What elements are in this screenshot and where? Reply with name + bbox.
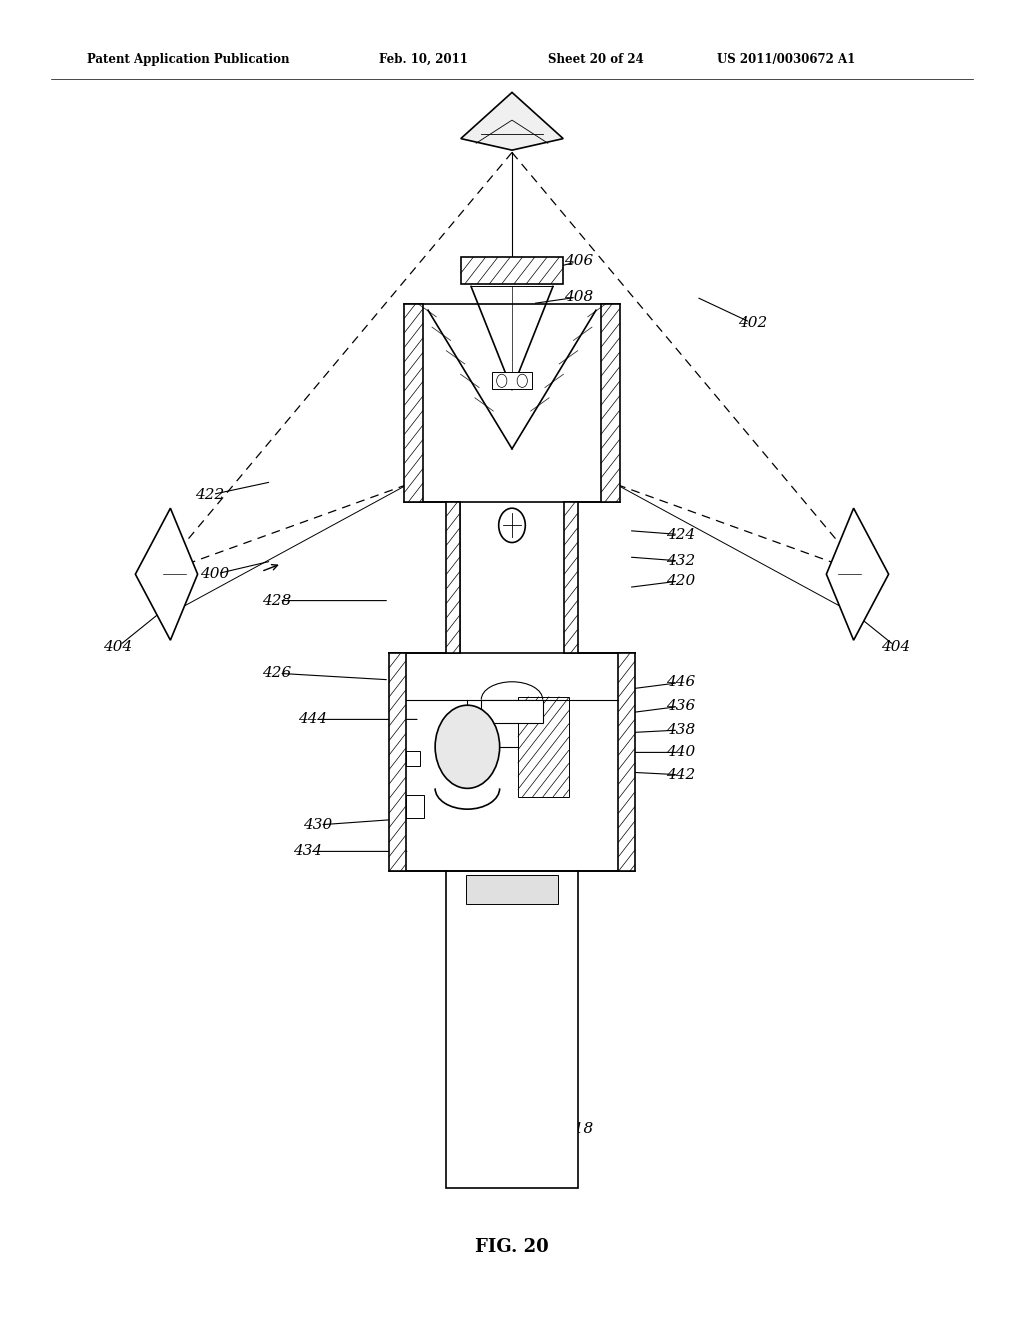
Circle shape: [435, 705, 500, 788]
Bar: [406, 795, 424, 818]
Text: Feb. 10, 2011: Feb. 10, 2011: [379, 53, 468, 66]
Text: 426: 426: [262, 667, 291, 680]
Bar: [404, 304, 423, 502]
Text: 408: 408: [564, 290, 593, 304]
Text: 434: 434: [293, 845, 322, 858]
Bar: [461, 257, 563, 284]
Bar: [446, 502, 460, 653]
Bar: [601, 304, 620, 502]
Text: 420: 420: [667, 574, 695, 587]
Text: 402: 402: [738, 317, 767, 330]
Text: 446: 446: [667, 676, 695, 689]
Text: Sheet 20 of 24: Sheet 20 of 24: [548, 53, 644, 66]
Text: 404: 404: [882, 640, 910, 653]
Polygon shape: [826, 508, 889, 640]
Bar: [492, 372, 532, 389]
Text: 428: 428: [262, 594, 291, 607]
Bar: [466, 875, 558, 904]
Text: 404: 404: [103, 640, 132, 653]
Text: Patent Application Publication: Patent Application Publication: [87, 53, 290, 66]
Text: 406: 406: [564, 255, 593, 268]
Polygon shape: [461, 92, 563, 150]
Bar: [446, 871, 578, 1188]
Text: US 2011/0030672 A1: US 2011/0030672 A1: [717, 53, 855, 66]
Bar: [481, 700, 543, 723]
Bar: [618, 653, 635, 871]
Text: 422: 422: [196, 488, 224, 502]
Text: 436: 436: [667, 700, 695, 713]
Text: 418: 418: [564, 1122, 593, 1135]
Bar: [564, 502, 578, 653]
Bar: [389, 653, 406, 871]
Text: FIG. 20: FIG. 20: [475, 1238, 549, 1257]
Polygon shape: [135, 508, 198, 640]
Text: 430: 430: [303, 818, 332, 832]
Text: 432: 432: [667, 554, 695, 568]
Text: 444: 444: [298, 713, 327, 726]
Text: 400: 400: [201, 568, 229, 581]
Text: 424: 424: [667, 528, 695, 541]
Text: 440: 440: [667, 746, 695, 759]
Text: 442: 442: [667, 768, 695, 781]
Bar: [406, 751, 420, 766]
Bar: [518, 697, 568, 797]
Text: 438: 438: [667, 723, 695, 737]
Circle shape: [499, 508, 525, 543]
